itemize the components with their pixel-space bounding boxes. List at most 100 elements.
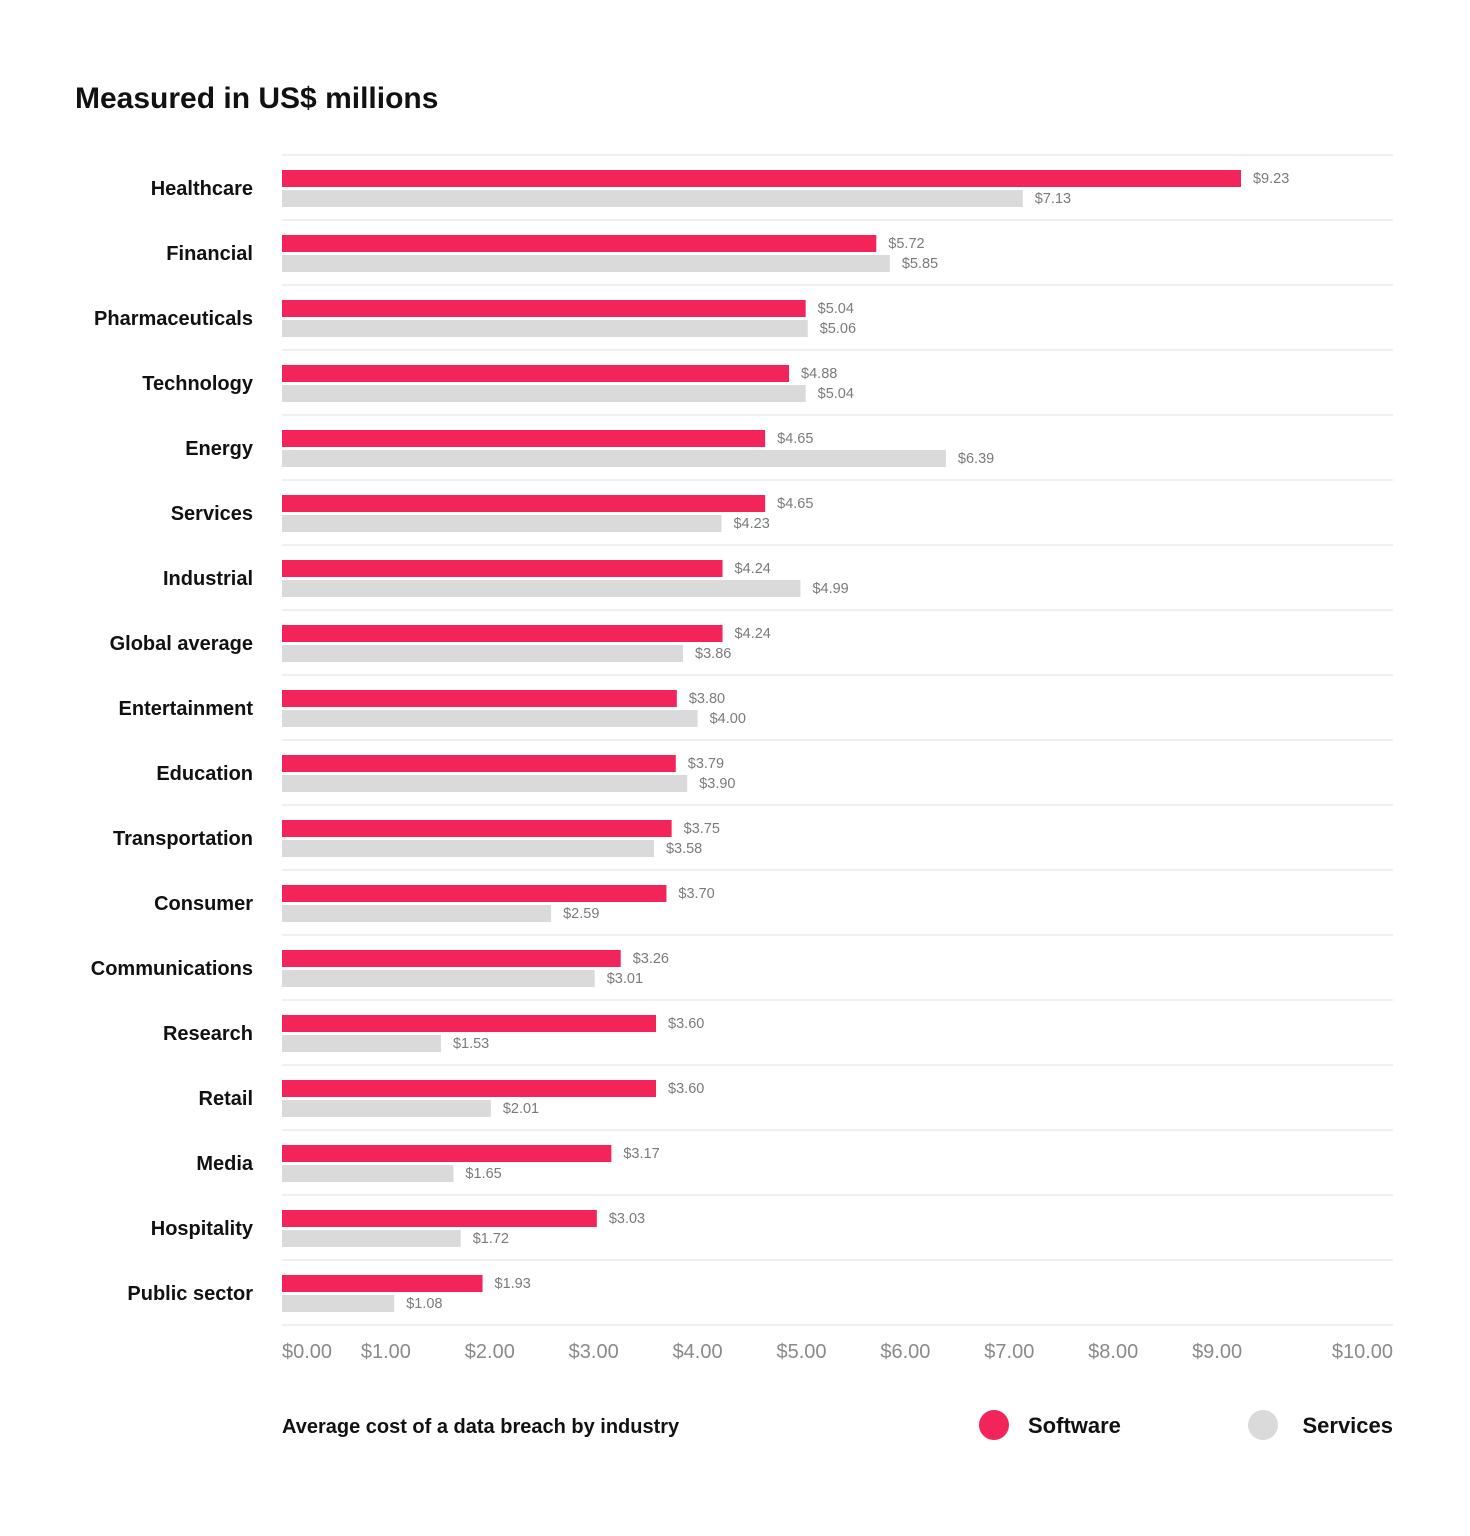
- services-value-label: $4.00: [710, 711, 746, 727]
- category-label-services: Services: [171, 503, 253, 525]
- software-value-label: $4.88: [801, 366, 837, 382]
- x-tick-label: $2.00: [465, 1341, 515, 1363]
- x-axis: $0.00 $1.00 $2.00 $3.00 $4.00 $5.00 $6.00 $7.00…: [282, 1341, 1393, 1363]
- value-labels: $9.23 $7.13 $5.72 $5.85 $5.04 $5.06 $4.88 $5.04…: [406, 171, 1289, 1312]
- category-label-media: Media: [196, 1153, 254, 1175]
- category-label-technology: Technology: [142, 373, 254, 395]
- legend-label-services: Services: [1302, 1413, 1393, 1438]
- software-bar-healthcare: [282, 170, 1241, 187]
- services-value-label: $3.90: [699, 776, 735, 792]
- software-bar-energy: [282, 430, 766, 447]
- category-label-entertainment: Entertainment: [119, 698, 254, 720]
- software-value-label: $3.26: [633, 951, 669, 967]
- chart-title: Measured in US$ millions: [75, 82, 439, 115]
- software-bar-public-sector: [282, 1275, 483, 1292]
- x-tick-label: $0.00: [282, 1341, 332, 1363]
- software-bar-services: [282, 495, 766, 512]
- software-value-label: $4.65: [777, 431, 813, 447]
- x-tick-label: $4.00: [673, 1341, 723, 1363]
- grid-lines: [282, 154, 1393, 1326]
- category-labels: Healthcare Financial Pharmaceuticals Techno…: [91, 178, 254, 1305]
- services-bar-transportation: [282, 840, 654, 857]
- chart-caption: Average cost of a data breach by industr…: [282, 1416, 680, 1438]
- category-label-consumer: Consumer: [154, 893, 253, 915]
- software-bar-technology: [282, 365, 790, 382]
- services-bar-services: [282, 515, 722, 532]
- software-bar-communications: [282, 950, 621, 967]
- services-value-label: $5.04: [818, 386, 854, 402]
- services-value-label: $5.06: [820, 321, 856, 337]
- services-value-label: $3.58: [666, 841, 702, 857]
- category-label-retail: Retail: [199, 1088, 253, 1110]
- services-value-label: $3.01: [607, 971, 643, 987]
- software-bar-transportation: [282, 820, 672, 837]
- software-value-label: $4.24: [735, 561, 771, 577]
- software-value-label: $5.72: [888, 236, 924, 252]
- services-bar-entertainment: [282, 710, 698, 727]
- services-value-label: $5.85: [902, 256, 938, 272]
- software-value-label: $3.17: [623, 1146, 659, 1162]
- services-value-label: $1.08: [406, 1296, 442, 1312]
- services-bar-communications: [282, 970, 595, 987]
- services-value-label: $1.53: [453, 1036, 489, 1052]
- services-value-label: $1.65: [465, 1166, 501, 1182]
- category-label-education: Education: [156, 763, 253, 785]
- services-value-label: $2.01: [503, 1101, 539, 1117]
- legend-label-software: Software: [1028, 1413, 1121, 1438]
- category-label-financial: Financial: [166, 243, 253, 265]
- services-bar-technology: [282, 385, 806, 402]
- category-label-energy: Energy: [185, 438, 254, 460]
- services-value-label: $7.13: [1035, 191, 1071, 207]
- services-bar-research: [282, 1035, 441, 1052]
- category-label-healthcare: Healthcare: [151, 178, 253, 200]
- services-bar-healthcare: [282, 190, 1023, 207]
- software-value-label: $4.65: [777, 496, 813, 512]
- category-label-transportation: Transportation: [113, 828, 253, 850]
- services-value-label: $2.59: [563, 906, 599, 922]
- x-tick-label: $7.00: [984, 1341, 1034, 1363]
- legend-swatch-software: [979, 1410, 1009, 1440]
- software-bar-media: [282, 1145, 612, 1162]
- services-bar-public-sector: [282, 1295, 395, 1312]
- software-bar-hospitality: [282, 1210, 597, 1227]
- legend: Software Services: [979, 1410, 1393, 1440]
- services-value-label: $4.23: [733, 516, 769, 532]
- software-value-label: $3.60: [668, 1081, 704, 1097]
- software-bar-pharmaceuticals: [282, 300, 806, 317]
- services-bar-industrial: [282, 580, 801, 597]
- category-label-public-sector: Public sector: [127, 1283, 253, 1305]
- services-value-label: $3.86: [695, 646, 731, 662]
- services-bar-hospitality: [282, 1230, 461, 1247]
- services-value-label: $6.39: [958, 451, 994, 467]
- software-value-label: $3.75: [684, 821, 720, 837]
- services-bar-media: [282, 1165, 454, 1182]
- software-value-label: $3.79: [688, 756, 724, 772]
- software-value-label: $3.70: [678, 886, 714, 902]
- software-value-label: $9.23: [1253, 171, 1289, 187]
- category-label-pharmaceuticals: Pharmaceuticals: [94, 308, 253, 330]
- x-tick-label: $6.00: [880, 1341, 930, 1363]
- software-bar-research: [282, 1015, 657, 1032]
- software-bar-retail: [282, 1080, 657, 1097]
- services-bar-consumer: [282, 905, 552, 922]
- x-tick-label: $8.00: [1088, 1341, 1138, 1363]
- services-value-label: $1.72: [473, 1231, 509, 1247]
- legend-swatch-services: [1248, 1410, 1278, 1440]
- x-tick-label: $3.00: [569, 1341, 619, 1363]
- software-bar-global-average: [282, 625, 723, 642]
- software-bar-entertainment: [282, 690, 677, 707]
- software-bar-consumer: [282, 885, 667, 902]
- x-tick-label: $5.00: [776, 1341, 826, 1363]
- software-value-label: $1.93: [495, 1276, 531, 1292]
- category-label-communications: Communications: [91, 958, 253, 980]
- services-bar-global-average: [282, 645, 684, 662]
- software-value-label: $3.60: [668, 1016, 704, 1032]
- services-bar-retail: [282, 1100, 491, 1117]
- bars: [282, 170, 1241, 1312]
- software-value-label: $4.24: [735, 626, 771, 642]
- x-tick-label: $9.00: [1192, 1341, 1242, 1363]
- software-value-label: $5.04: [818, 301, 854, 317]
- software-bar-financial: [282, 235, 877, 252]
- services-bar-energy: [282, 450, 946, 467]
